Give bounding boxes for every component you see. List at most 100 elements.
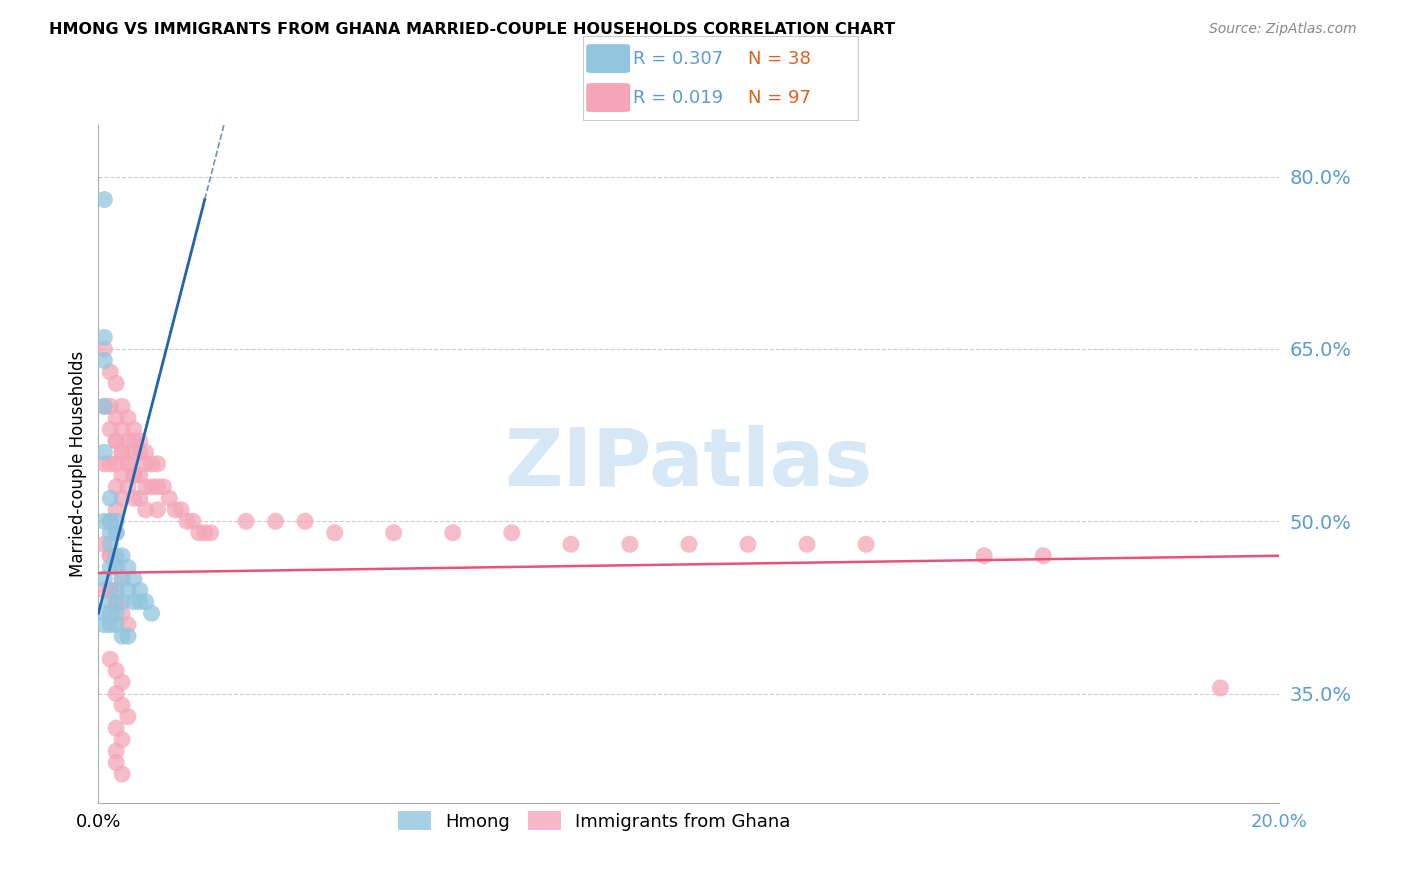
Point [98,514,121,528]
Point [117,480,139,494]
Point [501,525,523,540]
Point [111,422,134,436]
Point [105,583,128,598]
FancyBboxPatch shape [586,45,630,73]
Point [122,491,145,506]
Point [93,400,115,414]
Point [93,445,115,459]
Point [235,514,257,528]
Point [105,434,128,448]
Point [105,525,128,540]
Point [105,376,128,391]
Point [98,422,121,436]
Point [105,595,128,609]
Point [98,560,121,574]
Y-axis label: Married-couple Households: Married-couple Households [69,351,87,577]
Point [128,491,150,506]
Text: ZIPatlas: ZIPatlas [505,425,873,503]
Point [98,514,121,528]
Point [111,445,134,459]
Point [93,342,115,356]
Text: N = 97: N = 97 [748,88,811,106]
Point [117,617,139,632]
Point [105,549,128,563]
Point [117,410,139,425]
Point [105,525,128,540]
Point [441,525,464,540]
Point [105,617,128,632]
Point [122,445,145,459]
Point [93,583,115,598]
Point [105,410,128,425]
Point [93,457,115,471]
Point [105,687,128,701]
Point [382,525,405,540]
Point [176,514,198,528]
Point [111,606,134,620]
Point [135,503,157,517]
Point [122,422,145,436]
Point [98,617,121,632]
Point [105,457,128,471]
Point [157,491,180,506]
Point [135,480,157,494]
Point [93,330,115,344]
Point [98,537,121,551]
Point [117,434,139,448]
Point [117,457,139,471]
Point [973,549,995,563]
Point [111,767,134,781]
Point [117,629,139,643]
Point [1209,681,1232,695]
Point [181,514,204,528]
Point [93,572,115,586]
Point [93,353,115,368]
Point [111,491,134,506]
Point [122,434,145,448]
Point [98,652,121,666]
Point [111,732,134,747]
Point [855,537,877,551]
Point [200,525,222,540]
Point [737,537,759,551]
Point [105,744,128,758]
Point [105,606,128,620]
Point [105,514,128,528]
Point [105,503,128,517]
Point [122,468,145,483]
Point [98,595,121,609]
Point [128,583,150,598]
Point [93,514,115,528]
Point [111,595,134,609]
Point [105,595,128,609]
Point [128,445,150,459]
Point [194,525,217,540]
Point [98,583,121,598]
Point [128,434,150,448]
Point [105,756,128,770]
Point [98,583,121,598]
Point [105,721,128,735]
Point [170,503,193,517]
Point [111,468,134,483]
Point [98,400,121,414]
Point [111,400,134,414]
Point [323,525,346,540]
Text: R = 0.019: R = 0.019 [633,88,723,106]
Point [135,457,157,471]
Point [93,537,115,551]
Point [93,193,115,207]
Point [122,595,145,609]
Text: Source: ZipAtlas.com: Source: ZipAtlas.com [1209,22,1357,37]
Point [141,606,163,620]
Point [98,491,121,506]
Point [111,549,134,563]
Point [128,595,150,609]
Point [135,445,157,459]
Point [117,560,139,574]
Point [98,549,121,563]
Point [98,583,121,598]
Point [187,525,209,540]
Point [93,606,115,620]
Point [1032,549,1054,563]
